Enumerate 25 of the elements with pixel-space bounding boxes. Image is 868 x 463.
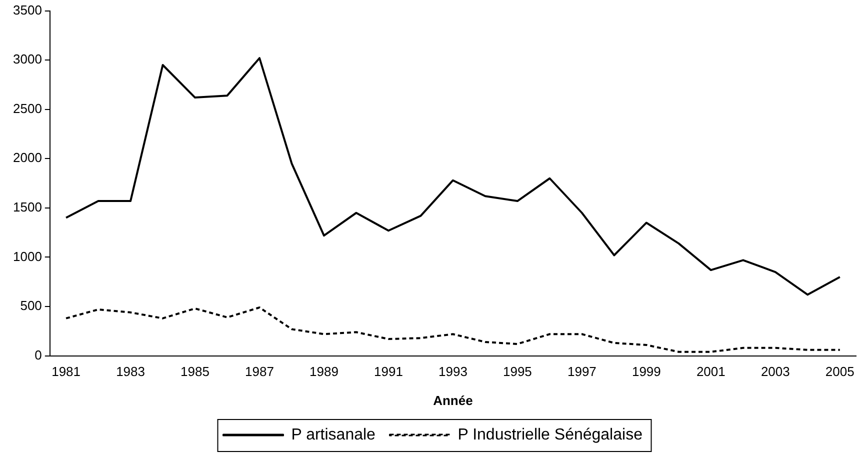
y-tick-label: 1500: [13, 200, 42, 215]
legend-label: P artisanale: [291, 426, 376, 444]
x-tick-label: 1991: [374, 364, 403, 380]
y-tick-label: 500: [20, 298, 42, 314]
x-tick-label: 2005: [825, 364, 854, 380]
y-tick-label: 0: [34, 347, 42, 362]
y-tick-label: 2500: [13, 100, 42, 116]
x-tick-label: 2003: [760, 364, 790, 380]
x-tick-label: 1989: [310, 364, 338, 380]
x-tick-label: 2001: [696, 364, 726, 380]
x-tick-label: 1987: [245, 364, 274, 380]
x-tick-label: 1993: [438, 364, 468, 380]
x-tick-label: 1983: [116, 364, 145, 380]
x-tick-label: 1999: [632, 364, 661, 380]
x-tick-label: 1985: [180, 364, 210, 380]
x-tick-label: 1995: [502, 364, 532, 380]
line-series: [65, 306, 841, 353]
legend-label: P Industrielle Sénégalaise: [458, 426, 643, 444]
y-tick-label: 1000: [13, 248, 42, 264]
x-axis-title: Année: [433, 392, 473, 408]
x-tick-label: 1981: [52, 364, 80, 380]
y-tick-label: 3500: [13, 2, 42, 18]
y-tick-label: 3000: [13, 52, 42, 67]
y-tick-label: 2000: [13, 150, 42, 166]
x-tick-label: 1997: [567, 364, 596, 380]
